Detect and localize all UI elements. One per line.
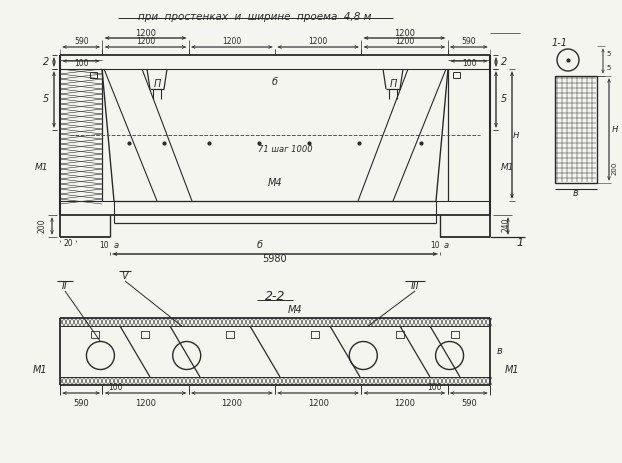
Text: 2: 2: [501, 57, 507, 67]
Bar: [311, 331, 319, 338]
Text: 100: 100: [108, 383, 123, 393]
Bar: [91, 331, 99, 338]
Text: 1200: 1200: [135, 30, 156, 38]
Text: П: П: [153, 79, 160, 89]
Text: 1: 1: [516, 238, 524, 248]
Text: 1200: 1200: [394, 30, 415, 38]
Text: 5: 5: [43, 94, 49, 105]
Bar: [396, 331, 404, 338]
Text: 71 шаг 1000: 71 шаг 1000: [258, 145, 312, 155]
Text: 100: 100: [427, 383, 442, 393]
Text: 10: 10: [99, 240, 109, 250]
Text: 590: 590: [461, 399, 476, 407]
Text: 240: 240: [501, 218, 511, 232]
Text: 10: 10: [430, 240, 440, 250]
Text: II: II: [62, 281, 68, 291]
Text: 1200: 1200: [395, 38, 414, 46]
Text: М1: М1: [504, 365, 519, 375]
Text: 1200: 1200: [309, 38, 328, 46]
Text: М4: М4: [288, 305, 302, 315]
Text: 5: 5: [607, 65, 611, 71]
Text: V: V: [122, 271, 128, 281]
Text: 5980: 5980: [262, 254, 287, 264]
Text: М1: М1: [501, 163, 515, 173]
Bar: [141, 331, 149, 338]
Text: 2-2: 2-2: [265, 289, 285, 302]
Bar: [555, 76, 597, 183]
Text: 1200: 1200: [221, 399, 243, 407]
Text: 100: 100: [74, 58, 88, 68]
Text: 590: 590: [74, 38, 88, 46]
Text: б: б: [257, 240, 263, 250]
Text: 5: 5: [607, 51, 611, 57]
Text: 200: 200: [37, 219, 47, 233]
Text: 20: 20: [63, 239, 73, 249]
Text: III: III: [411, 281, 419, 291]
Text: н: н: [513, 130, 519, 140]
Text: П: П: [389, 79, 397, 89]
Text: а: а: [113, 240, 119, 250]
Text: 590: 590: [73, 399, 89, 407]
Text: 1200: 1200: [222, 38, 241, 46]
Text: 1200: 1200: [394, 399, 415, 407]
Text: М4: М4: [267, 178, 282, 188]
Text: 2: 2: [43, 57, 49, 67]
Text: 590: 590: [462, 38, 476, 46]
Text: 1200: 1200: [136, 38, 156, 46]
Text: 5: 5: [501, 94, 507, 105]
Text: б: б: [272, 77, 278, 87]
Text: М1: М1: [33, 365, 47, 375]
Text: 1200: 1200: [308, 399, 328, 407]
Text: при  простенках  и  ширине  проема  4,8 м: при простенках и ширине проема 4,8 м: [138, 12, 372, 22]
Text: 200: 200: [612, 161, 618, 175]
Text: в: в: [497, 346, 503, 357]
Text: н: н: [612, 125, 618, 134]
Text: 100: 100: [462, 58, 476, 68]
Text: М1: М1: [35, 163, 49, 173]
Text: 1-1: 1-1: [552, 38, 568, 48]
Text: 1200: 1200: [135, 399, 156, 407]
Text: а: а: [443, 240, 448, 250]
Bar: [451, 331, 459, 338]
Bar: [226, 331, 234, 338]
Text: в: в: [573, 188, 579, 198]
